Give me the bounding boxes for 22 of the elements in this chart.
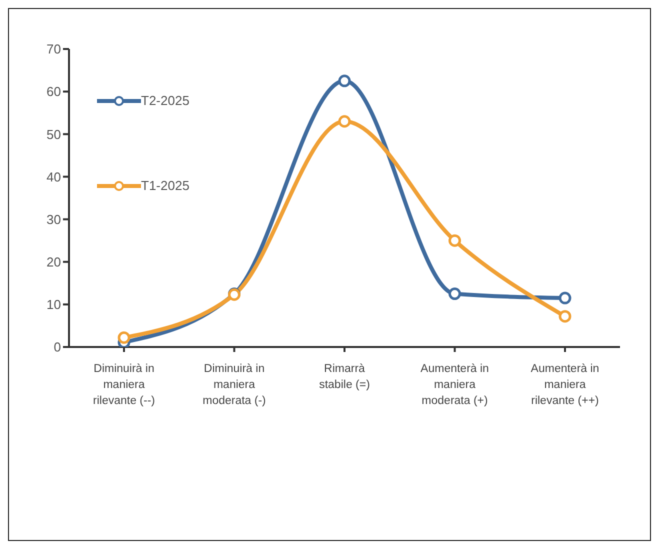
legend-label: T2-2025: [141, 93, 190, 108]
point: [558, 292, 572, 304]
y-tick-label: 10: [46, 297, 61, 312]
point: [448, 234, 461, 247]
y-tick-label: 0: [54, 340, 61, 355]
x-tick-label: Aumenterà in maniera rilevante (++): [530, 363, 600, 407]
point: [118, 331, 130, 344]
y-tick-label: 40: [46, 169, 61, 184]
point: [558, 310, 572, 323]
point: [448, 288, 461, 300]
point: [338, 74, 351, 88]
y-tick-label: 30: [46, 212, 61, 227]
y-tick-label: 60: [46, 84, 61, 100]
legend-label: T1-2025: [141, 178, 190, 193]
y-tick-label: 50: [46, 126, 61, 142]
y-tick-label: 20: [46, 254, 61, 270]
point: [338, 115, 351, 128]
x-tick-label: Diminuirà in maniera rilevante (--): [93, 363, 156, 407]
x-tick-label: Diminuirà in maniera moderata (-): [202, 363, 266, 407]
x-tick-label: Aumenterà in maniera moderata (+): [420, 363, 489, 407]
y-tick-label: 70: [46, 42, 61, 57]
x-tick-label: Rimarrà stabile (=): [319, 363, 370, 391]
